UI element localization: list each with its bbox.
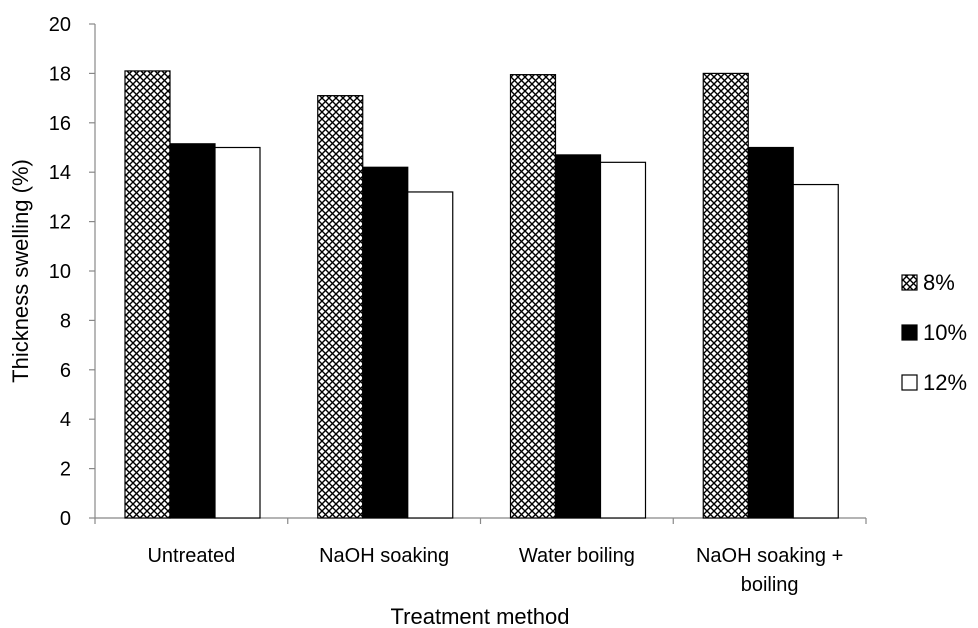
x-category-label: NaOH soaking — [319, 545, 449, 567]
bar-10pct-2 — [554, 154, 602, 519]
y-tick-label: 8 — [60, 310, 71, 332]
bar-8pct-2 — [509, 74, 557, 519]
y-tick-label: 4 — [60, 409, 71, 431]
legend-label: 10% — [923, 320, 967, 345]
bar-12pct-0 — [214, 146, 261, 519]
x-axis-title: Treatment method — [391, 604, 570, 628]
x-category-label: NaOH soaking + boiling — [696, 545, 843, 596]
y-tick-label: 10 — [49, 261, 71, 283]
x-category-label: Untreated — [147, 545, 235, 567]
x-category-label: Water boiling — [519, 545, 635, 567]
legend-label: 12% — [923, 370, 967, 395]
legend-label: 8% — [923, 270, 955, 295]
y-tick-label: 16 — [49, 113, 71, 135]
bar-10pct-0 — [169, 143, 216, 519]
y-axis: 0 2 4 6 8 10 12 14 16 18 20 — [49, 14, 96, 530]
y-tick-label: 12 — [49, 212, 71, 234]
legend-swatch — [901, 374, 918, 391]
bar-12pct-1 — [407, 191, 454, 519]
y-tick-label: 0 — [60, 508, 71, 530]
y-tick-label: 2 — [60, 459, 71, 481]
y-tick-label: 18 — [49, 63, 71, 85]
y-tick-label: 14 — [49, 162, 71, 184]
bar-12pct-2 — [599, 161, 647, 519]
y-axis-title: Thickness swelling (%) — [8, 159, 33, 383]
legend-swatch — [901, 274, 918, 291]
bars — [124, 70, 839, 519]
bar-8pct-3 — [702, 72, 749, 519]
legend: 8% 10% 12% — [901, 270, 967, 395]
bar-8pct-0 — [124, 70, 171, 519]
bar-10pct-1 — [362, 166, 409, 519]
bar-10pct-3 — [747, 146, 794, 519]
y-tick-label: 20 — [49, 14, 71, 36]
y-tick-label: 6 — [60, 360, 71, 382]
legend-swatch — [901, 324, 918, 341]
bar-8pct-1 — [317, 95, 364, 519]
bar-12pct-3 — [792, 183, 839, 519]
x-axis: Untreated NaOH soaking Water boiling NaOH s… — [94, 517, 867, 596]
